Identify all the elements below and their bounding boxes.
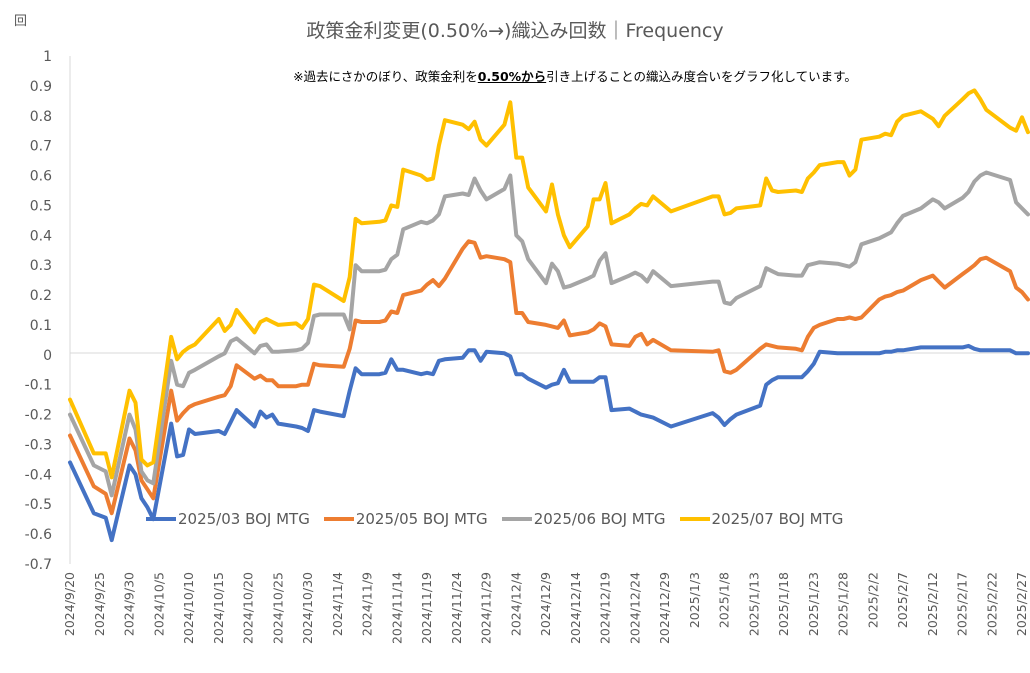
x-tick-label: 2024/9/30 — [122, 572, 137, 636]
y-tick-label: -0.1 — [25, 378, 52, 394]
x-tick-label: 2024/12/24 — [627, 572, 642, 644]
legend: 2025/03 BOJ MTG 2025/05 BOJ MTG 2025/06 BO… — [146, 510, 857, 528]
x-tick-label: 2024/11/9 — [360, 572, 375, 636]
y-tick-label: 0.5 — [30, 198, 52, 214]
series-line-1 — [68, 343, 1030, 543]
y-unit-label: 回 — [14, 14, 28, 29]
y-tick-label: 0.2 — [30, 288, 52, 304]
legend-swatch — [323, 517, 354, 521]
x-tick-label: 2025/1/13 — [746, 572, 761, 636]
series-lines — [68, 88, 1030, 543]
x-tick-label: 2025/1/28 — [836, 572, 851, 636]
legend-label: 2025/07 BOJ MTG — [711, 510, 844, 528]
x-tick-label: 2024/11/24 — [449, 572, 464, 644]
legend-item-2: 2025/05 BOJ MTG — [323, 510, 488, 528]
x-tick-label: 2024/12/9 — [538, 572, 553, 636]
y-tick-label: 0.3 — [30, 258, 52, 274]
y-tick-label: 1 — [43, 49, 52, 65]
x-tick-label: 2024/12/19 — [598, 572, 613, 644]
x-tick-label: 2024/12/14 — [568, 572, 583, 644]
x-tick-label: 2024/12/4 — [508, 572, 523, 636]
y-tick-label: 0.4 — [30, 228, 52, 244]
chart-note: ※過去にさかのぼり、政策金利を0.50%から引き上げることの織込み度合いをグラフ… — [0, 66, 1030, 85]
legend-item-1: 2025/03 BOJ MTG — [146, 510, 310, 528]
series-line-4 — [68, 88, 1030, 480]
legend-label: 2025/06 BOJ MTG — [533, 510, 666, 528]
x-tick-label: 2024/9/25 — [92, 572, 107, 636]
y-tick-labels: -0.7 -0.6 -0.5 -0.4 -0.3 -0.2 -0.1 0 0.1 0.2 0.3 0.… — [25, 49, 52, 573]
x-tick-label: 2024/10/15 — [211, 572, 226, 644]
legend-label: 2025/05 BOJ MTG — [355, 510, 488, 528]
x-tick-label: 2024/12/29 — [657, 572, 672, 644]
y-tick-label: 0.9 — [30, 79, 52, 95]
x-tick-label: 2024/10/10 — [181, 572, 196, 644]
x-tick-label: 2024/10/5 — [151, 572, 166, 636]
y-tick-label: -0.3 — [25, 437, 52, 453]
legend-item-4: 2025/07 BOJ MTG — [679, 510, 844, 528]
x-tick-label: 2025/1/3 — [687, 572, 702, 628]
chart-title: 政策金利変更(0.50%→)織込み回数｜Frequency — [306, 20, 724, 42]
x-tick-label: 2024/11/4 — [330, 572, 345, 636]
legend-swatch — [146, 517, 176, 521]
x-tick-label: 2025/1/18 — [776, 572, 791, 636]
y-tick-label: 0 — [43, 348, 52, 364]
x-tick-label: 2025/2/7 — [895, 572, 910, 628]
legend-item-3: 2025/06 BOJ MTG — [501, 510, 666, 528]
x-tick-labels: 2024/9/20 2024/9/25 2024/9/30 2024/10/5 2024… — [62, 572, 1029, 644]
y-tick-label: 0.7 — [30, 139, 52, 155]
x-tick-label: 2025/1/23 — [806, 572, 821, 636]
x-tick-label: 2024/11/14 — [389, 572, 404, 644]
x-tick-label: 2025/2/27 — [1014, 572, 1029, 636]
y-tick-label: 0.6 — [30, 169, 52, 185]
x-tick-label: 2025/2/22 — [984, 572, 999, 636]
x-tick-label: 2025/1/8 — [717, 572, 732, 628]
series-line-3 — [68, 170, 1030, 498]
x-tick-label: 2024/9/20 — [62, 572, 77, 636]
x-tick-label: 2024/11/19 — [419, 572, 434, 644]
y-tick-label: 0.8 — [30, 109, 52, 125]
y-tick-label: -0.4 — [25, 467, 52, 483]
note-bold: 0.50%から — [477, 69, 547, 84]
x-tick-label: 2025/2/17 — [955, 572, 970, 636]
y-tick-label: 0.1 — [30, 318, 52, 334]
note-suffix: 引き上げることの織込み度合いをグラフ化しています。 — [546, 69, 857, 84]
legend-label: 2025/03 BOJ MTG — [178, 510, 310, 528]
x-tick-label: 2024/10/20 — [241, 572, 256, 644]
series-line-2 — [68, 239, 1030, 516]
y-tick-label: -0.2 — [25, 408, 52, 424]
x-tick-label: 2025/2/12 — [925, 572, 940, 636]
y-tick-label: -0.7 — [25, 557, 52, 573]
x-tick-label: 2025/2/2 — [865, 572, 880, 628]
legend-swatch — [679, 517, 710, 521]
x-tick-label: 2024/10/25 — [270, 572, 285, 644]
y-tick-label: -0.5 — [25, 497, 52, 513]
note-prefix: ※過去にさかのぼり、政策金利を — [293, 69, 478, 84]
legend-swatch — [501, 517, 532, 521]
x-tick-label: 2024/11/29 — [479, 572, 494, 644]
x-tick-label: 2024/10/30 — [300, 572, 315, 644]
y-tick-label: -0.6 — [25, 527, 52, 543]
